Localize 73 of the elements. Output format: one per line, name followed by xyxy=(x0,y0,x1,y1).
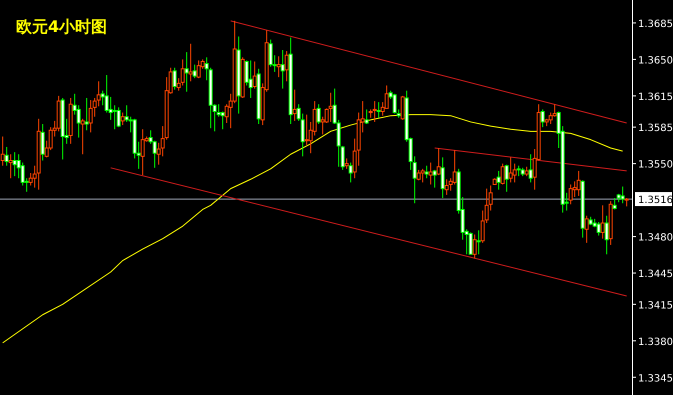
candlestick xyxy=(112,104,117,130)
y-tick-label: 1.3480 xyxy=(638,232,673,244)
y-tick-label: 1.3685 xyxy=(638,18,673,30)
candlestick xyxy=(372,100,377,122)
candlestick xyxy=(184,52,189,92)
candlestick xyxy=(436,147,441,176)
y-tick-label: 1.3650 xyxy=(638,55,673,66)
candlestick xyxy=(88,100,93,133)
candlestick xyxy=(188,43,193,82)
text: 欧元4小时图 xyxy=(16,17,108,36)
y-tick-label: 1.3345 xyxy=(638,373,673,384)
candlestick xyxy=(392,93,397,114)
candlestick xyxy=(40,124,45,161)
candlestick xyxy=(432,169,437,188)
y-tick-label: 1.3585 xyxy=(638,123,673,134)
candlestick xyxy=(196,60,201,79)
candlestick xyxy=(4,146,9,166)
candlestick xyxy=(444,178,449,196)
candlestick xyxy=(596,221,601,236)
y-tick-label: 1.3380 xyxy=(638,336,673,348)
candlestick xyxy=(116,106,121,128)
candlestick xyxy=(620,186,625,204)
candlestick xyxy=(604,215,609,255)
candlestick xyxy=(12,152,17,177)
candlestick xyxy=(276,56,281,78)
candlestick xyxy=(476,230,481,255)
candlestick xyxy=(252,60,257,90)
ref-line-label: 1.3516 xyxy=(638,195,673,206)
candlestick xyxy=(424,165,429,179)
candlestick xyxy=(292,89,297,122)
candlestick xyxy=(600,204,605,240)
candlestick xyxy=(416,169,421,181)
candlestick xyxy=(468,232,473,255)
candlestick xyxy=(364,108,369,125)
candlestick xyxy=(516,165,521,177)
y-tick-label: 1.3550 xyxy=(638,160,673,171)
candlestick xyxy=(316,104,321,125)
candlestick xyxy=(508,156,513,183)
candlestick xyxy=(304,114,309,146)
candlestick xyxy=(248,60,253,98)
candlestick xyxy=(8,154,13,179)
candlestick xyxy=(504,164,509,192)
candlestick xyxy=(428,162,433,185)
candlestick xyxy=(524,166,529,177)
y-tick-label: 1.3615 xyxy=(638,92,673,103)
candlestick xyxy=(192,64,197,79)
y-tick-label: 1.3415 xyxy=(638,300,673,312)
candlestick xyxy=(528,154,533,183)
candlestick xyxy=(344,158,349,170)
candlestick xyxy=(120,112,125,126)
candlestick xyxy=(376,102,381,118)
line-series xyxy=(2,114,624,344)
candlestick xyxy=(576,170,581,196)
candlestick xyxy=(568,184,573,205)
candlestick xyxy=(80,118,85,155)
candlestick xyxy=(0,136,5,166)
candlestick xyxy=(440,156,445,199)
candlestick xyxy=(612,198,617,210)
candlestick xyxy=(496,170,501,190)
y-tick-label: 1.3445 xyxy=(638,269,673,280)
candlestick xyxy=(584,215,589,244)
candlestick xyxy=(172,67,177,90)
candlestick xyxy=(284,50,289,82)
candlestick xyxy=(140,128,145,176)
candlestick xyxy=(540,108,545,128)
candlestick xyxy=(500,163,505,185)
candlestick xyxy=(280,50,285,90)
candlestick xyxy=(420,168,425,183)
candlestick xyxy=(84,97,89,131)
candlestick xyxy=(348,162,353,183)
candlestick xyxy=(472,234,477,259)
candlestick xyxy=(400,95,405,120)
candlestick xyxy=(328,92,333,122)
